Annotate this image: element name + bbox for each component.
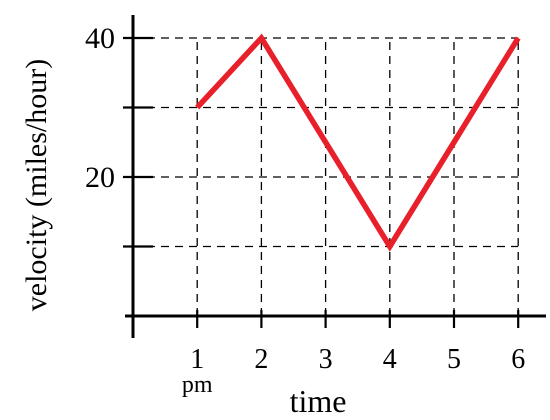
x-tick-sublabel-pm: pm (182, 372, 213, 398)
x-tick-label-5: 5 (447, 344, 461, 375)
labels-layer: time velocity (miles/hour) pm (20, 59, 346, 419)
grid-layer (133, 37, 519, 316)
x-axis-title: time (290, 383, 347, 419)
ticks-layer: 1 2 3 4 5 6 20 40 (85, 22, 525, 375)
x-tick-label-2: 2 (254, 344, 268, 375)
x-tick-label-3: 3 (319, 344, 333, 375)
x-tick-label-4: 4 (383, 344, 397, 375)
series-line-0 (195, 33, 521, 252)
series-layer (195, 33, 521, 252)
y-tick-label-40: 40 (85, 22, 115, 55)
y-tick-label-20: 20 (85, 161, 115, 194)
x-tick-label-1: 1 (190, 344, 204, 375)
x-tick-label-6: 6 (511, 344, 525, 375)
y-axis-title: velocity (miles/hour) (20, 59, 53, 311)
